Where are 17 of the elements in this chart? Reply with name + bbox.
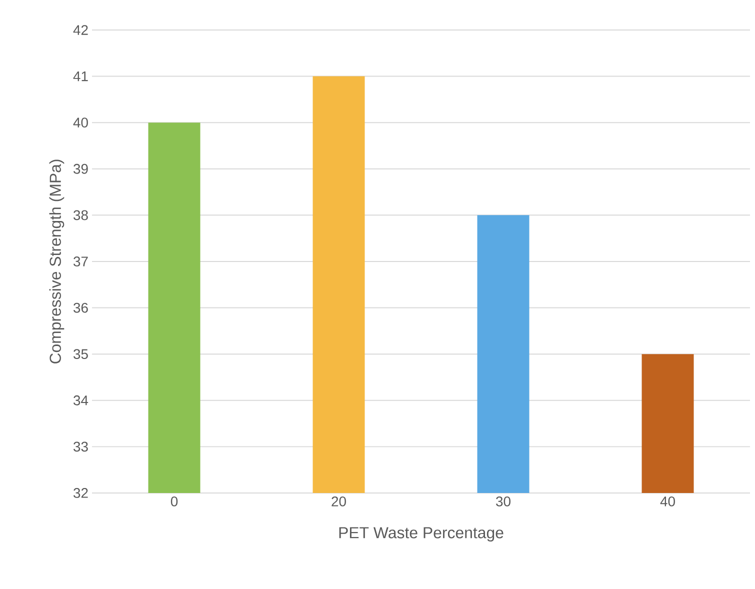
y-tick-label: 35 — [74, 349, 88, 360]
x-axis-title: PET Waste Percentage — [339, 527, 504, 542]
x-tick-label: 0 — [170, 496, 178, 506]
y-tick-label: 32 — [74, 488, 88, 498]
y-tick-label: 42 — [73, 25, 88, 35]
x-tick-label: 30 — [496, 496, 510, 506]
y-tick-label: 33 — [74, 442, 88, 452]
y-tick-label: 34 — [74, 395, 88, 406]
y-tick-label: 39 — [74, 164, 88, 174]
y-tick-label: 37 — [74, 256, 88, 266]
x-tick-label: 40 — [660, 496, 675, 506]
y-axis-title: Compressive Strength (MPa) — [49, 160, 64, 364]
y-tick-label: 36 — [74, 302, 88, 313]
x-tick-label: 20 — [332, 496, 346, 506]
y-tick-label: 40 — [73, 118, 88, 128]
y-tick-label: 41 — [73, 71, 88, 82]
y-tick-label: 38 — [74, 210, 88, 220]
